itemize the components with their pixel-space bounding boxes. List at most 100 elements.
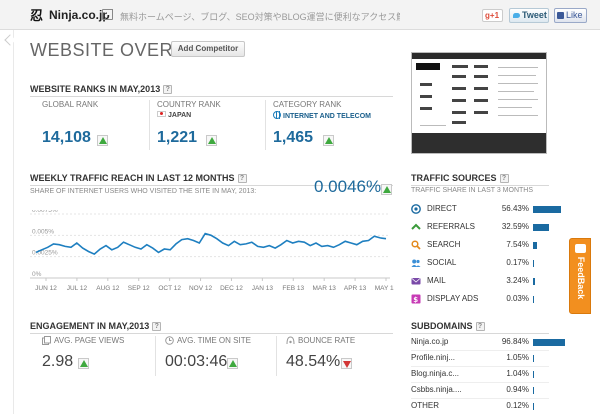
category-rank-category-name[interactable]: INTERNET AND TELECOM (283, 113, 372, 120)
subdomain-row[interactable]: Blog.ninja.c... 1.04% (411, 368, 571, 382)
subdomain-percent: 0.94% (506, 385, 529, 394)
traffic-source-percent: 3.24% (506, 276, 529, 285)
subdomains-help-icon[interactable]: ? (475, 322, 485, 331)
chart-x-tick-label: OCT 12 (158, 285, 181, 292)
thumbnail-block (420, 83, 432, 86)
traffic-reach-value: 0.0046% (314, 177, 382, 196)
page-views-label: AVG. PAGE VIEWS (54, 336, 125, 345)
subdomain-name[interactable]: OTHER (411, 401, 439, 410)
ranks-divider (30, 96, 393, 97)
thumbnail-block (474, 99, 488, 102)
traffic-source-percent: 32.59% (501, 222, 529, 231)
chart-x-tick-label: JAN 13 (252, 285, 274, 292)
collapse-arrow-icon[interactable] (4, 34, 16, 46)
gplus-button[interactable]: g+1 (482, 9, 503, 22)
referrals-icon (411, 223, 421, 230)
thumbnail-logo (416, 63, 440, 70)
thumbnail-block (474, 87, 488, 90)
category-rank-up-icon (323, 135, 334, 146)
traffic-reach-subtitle: SHARE OF INTERNET USERS WHO VISITED THE … (30, 188, 257, 195)
subdomain-row[interactable]: Ninja.co.jp 96.84% (411, 336, 571, 350)
subdomain-name[interactable]: Csbbs.ninja.... (411, 385, 462, 394)
chart-x-tick-label: FEB 13 (282, 285, 304, 292)
traffic-sources-divider (411, 185, 549, 186)
site-favicon-icon: 忍 (30, 9, 43, 22)
chart-series-line[interactable] (35, 232, 387, 256)
traffic-source-row[interactable]: SOCIAL 0.17% (411, 257, 561, 271)
subdomain-bar (533, 339, 565, 346)
engagement-separator (155, 336, 156, 376)
thumbnail-block (474, 111, 488, 114)
bounce-rate-label: BOUNCE RATE (298, 336, 356, 345)
chart-y-tick-label: 0.005% (32, 228, 54, 235)
traffic-source-row[interactable]: MAIL 3.24% (411, 275, 561, 289)
site-thumbnail[interactable] (411, 52, 547, 154)
tweet-button[interactable]: Tweet (509, 8, 549, 23)
subdomain-percent: 0.12% (506, 401, 529, 410)
traffic-source-row[interactable]: DIRECT 56.43% (411, 203, 562, 217)
globe-icon (273, 111, 281, 119)
traffic-source-name: DIRECT (427, 204, 457, 213)
thumbnail-line (498, 91, 534, 92)
thumbnail-block (452, 65, 468, 68)
engagement-help-icon[interactable]: ? (152, 322, 162, 331)
traffic-source-name: SOCIAL (427, 258, 457, 267)
page-views-value: 2.98 (42, 353, 74, 370)
subdomain-name[interactable]: Blog.ninja.c... (411, 369, 460, 378)
traffic-source-bar-track (533, 278, 583, 285)
traffic-source-bar (533, 224, 550, 231)
site-name: Ninja.co.jp (49, 8, 110, 22)
external-link-icon[interactable] (102, 9, 113, 20)
engagement-title-text: ENGAGEMENT IN MAY,2013 (30, 321, 150, 331)
chart-x-tick-label: AUG 12 (96, 285, 120, 292)
traffic-reach-help-icon[interactable]: ? (237, 174, 247, 183)
traffic-source-row[interactable]: $ DISPLAY ADS 0.03% (411, 293, 561, 307)
thumbnail-header (412, 53, 546, 59)
subdomain-separator (411, 350, 549, 351)
chart-y-tick-label: 0.0075% (32, 210, 58, 214)
ranks-help-icon[interactable]: ? (163, 85, 173, 94)
top-bar: 忍 Ninja.co.jp 無料ホームページ、ブログ、SEO対策やBLOG運営に… (0, 0, 600, 30)
category-rank-category[interactable]: INTERNET AND TELECOM (273, 111, 371, 120)
feedback-icon[interactable] (575, 244, 586, 253)
chart-x-tick-label: DEC 12 (220, 285, 243, 292)
country-rank-country: JAPAN (157, 111, 191, 119)
thumbnail-line (498, 75, 536, 76)
traffic-source-percent: 56.43% (501, 204, 529, 213)
rank-separator (149, 100, 150, 150)
traffic-reach-title-text: WEEKLY TRAFFIC REACH IN LAST 12 MONTHS (30, 173, 235, 183)
bounce-rate-down-icon (341, 358, 352, 369)
traffic-source-bar-track (533, 224, 583, 231)
site-description: 無料ホームページ、ブログ、SEO対策やBLOG運営に便利なアクセス解析、アクセス… (120, 12, 400, 22)
left-collapse-edge[interactable] (0, 30, 16, 414)
traffic-source-row[interactable]: SEARCH 7.54% (411, 239, 561, 253)
subdomain-row[interactable]: Csbbs.ninja.... 0.94% (411, 384, 571, 398)
traffic-reach-divider (30, 185, 393, 186)
chart-x-tick-label: JUN 12 (35, 285, 57, 292)
chart-x-tick-label: APR 13 (344, 285, 367, 292)
chart-x-tick-label: JUL 12 (67, 285, 88, 292)
subdomain-row[interactable]: OTHER 0.12% (411, 400, 571, 414)
thumbnail-block (452, 99, 466, 102)
traffic-reach-chart[interactable]: 0.0075% 0.005% 0.0025% 0% JUN 12 JUL 12 AUG 12… (30, 210, 394, 300)
mail-icon (411, 278, 421, 285)
svg-text:$: $ (413, 296, 418, 304)
traffic-source-name: MAIL (427, 276, 446, 285)
thumbnail-line (498, 107, 532, 108)
feedback-tab[interactable]: FeedBack (569, 238, 591, 314)
chart-x-tick-label: NOV 12 (189, 285, 213, 292)
feedback-label[interactable]: FeedBack (576, 256, 586, 300)
subdomain-name[interactable]: Ninja.co.jp (411, 337, 449, 346)
traffic-source-row[interactable]: REFERRALS 32.59% (411, 221, 561, 235)
engagement-divider (30, 333, 393, 334)
traffic-source-name: DISPLAY ADS (427, 294, 479, 303)
subdomain-row[interactable]: Profile.ninj... 1.05% (411, 352, 571, 366)
thumbnail-line (498, 115, 538, 116)
page-views-icon (42, 336, 51, 345)
traffic-source-bar (533, 206, 562, 213)
subdomain-name[interactable]: Profile.ninj... (411, 353, 456, 362)
add-competitor-button[interactable]: Add Competitor (171, 41, 245, 57)
traffic-sources-help-icon[interactable]: ? (499, 174, 509, 183)
traffic-source-bar (533, 278, 535, 285)
like-button[interactable]: Like (554, 8, 587, 23)
